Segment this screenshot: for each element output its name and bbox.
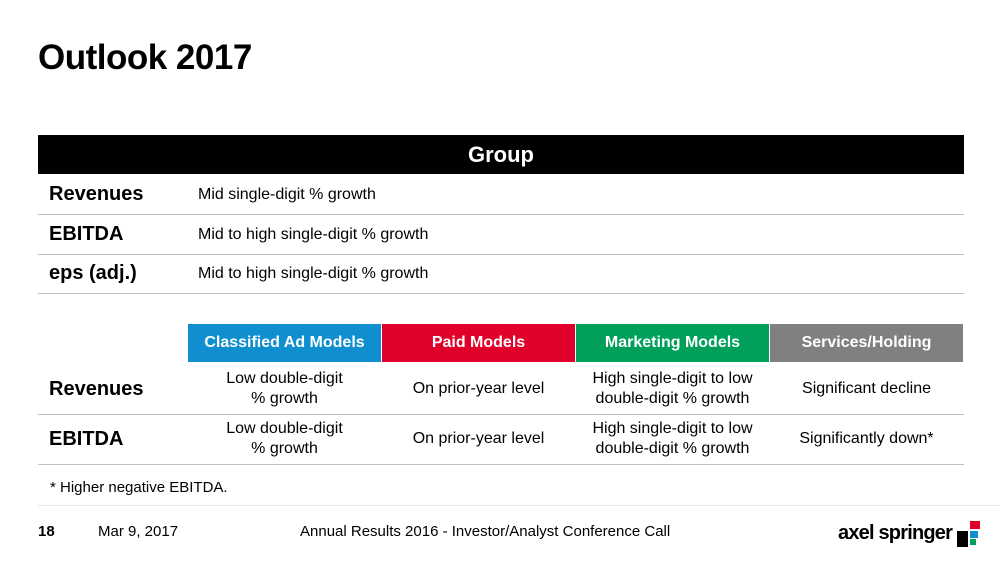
segment-cell: Significant decline <box>770 364 963 414</box>
footer-divider <box>38 505 1000 506</box>
page-number: 18 <box>38 523 55 540</box>
group-row-label: EBITDA <box>49 223 124 245</box>
group-row-ebitda: EBITDA Mid to high single-digit % growth <box>38 215 964 255</box>
slide-title: Outlook 2017 <box>38 38 252 77</box>
group-row-label: eps (adj.) <box>49 262 137 284</box>
cell-line: High single-digit to low <box>592 420 753 437</box>
segment-cell: On prior-year level <box>382 414 575 464</box>
segment-row-revenues: Revenues Low double-digit % growth On pr… <box>38 364 964 415</box>
group-header: Group <box>38 135 964 174</box>
cell-line: Low double-digit <box>226 370 343 387</box>
segment-cell: On prior-year level <box>382 364 575 414</box>
logo-squares-icon <box>957 521 981 547</box>
segment-header-marketing: Marketing Models <box>576 324 769 362</box>
group-row-value: Mid single-digit % growth <box>198 186 376 203</box>
footer-date: Mar 9, 2017 <box>98 523 179 540</box>
group-row-value: Mid to high single-digit % growth <box>198 265 429 282</box>
segment-cell: Low double-digit % growth <box>188 364 381 414</box>
segment-cell: High single-digit to low double-digit % … <box>576 414 769 464</box>
segment-row-label: EBITDA <box>49 428 124 450</box>
cell-line: Low double-digit <box>226 420 343 437</box>
cell-line: double-digit % growth <box>595 440 750 457</box>
segment-cell: High single-digit to low double-digit % … <box>576 364 769 414</box>
group-row-eps: eps (adj.) Mid to high single-digit % gr… <box>38 254 964 294</box>
group-row-revenues: Revenues Mid single-digit % growth <box>38 175 964 215</box>
group-row-label: Revenues <box>49 183 144 205</box>
cell-line: % growth <box>251 390 318 407</box>
cell-line: On prior-year level <box>412 380 545 397</box>
segment-header-services: Services/Holding <box>770 324 963 362</box>
segment-header-classified: Classified Ad Models <box>188 324 381 362</box>
axel-springer-logo: axel springer <box>838 517 986 549</box>
cell-line: Significantly down* <box>799 430 934 447</box>
segment-cell: Low double-digit % growth <box>188 414 381 464</box>
segment-row-ebitda: EBITDA Low double-digit % growth On prio… <box>38 414 964 465</box>
segment-cell: Significantly down* <box>770 414 963 464</box>
cell-line: High single-digit to low <box>592 370 753 387</box>
cell-line: % growth <box>251 440 318 457</box>
segment-header-paid: Paid Models <box>382 324 575 362</box>
cell-line: double-digit % growth <box>595 390 750 407</box>
cell-line: On prior-year level <box>412 430 545 447</box>
cell-line: Significant decline <box>802 380 931 397</box>
segment-row-label: Revenues <box>49 378 144 400</box>
group-row-value: Mid to high single-digit % growth <box>198 226 429 243</box>
footnote: * Higher negative EBITDA. <box>50 479 228 496</box>
footer-conference-title: Annual Results 2016 - Investor/Analyst C… <box>300 523 671 540</box>
logo-text: axel springer <box>838 521 953 544</box>
